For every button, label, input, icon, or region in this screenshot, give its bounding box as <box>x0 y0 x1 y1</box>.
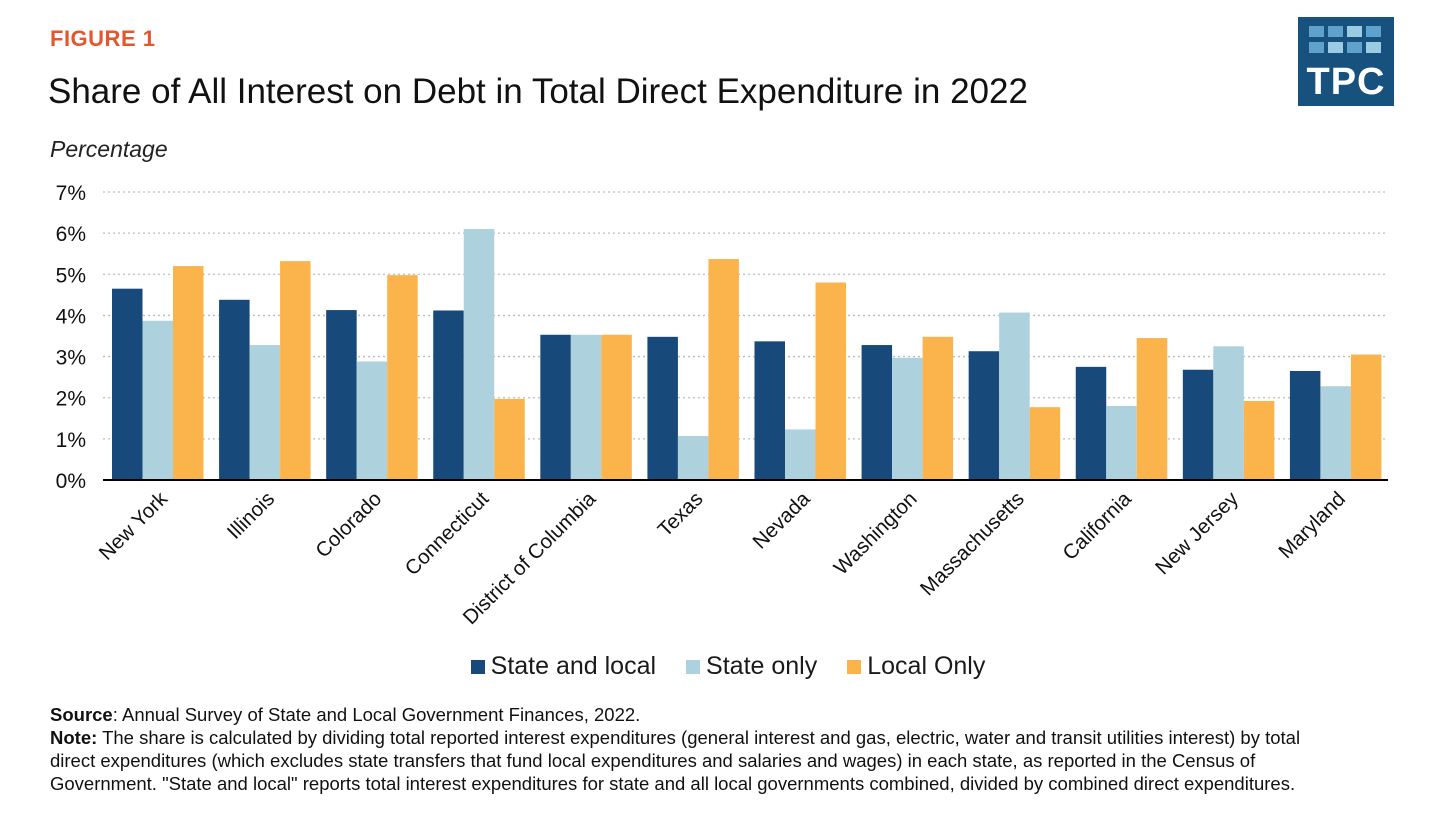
bar-state-only-new-jersey <box>1213 346 1244 480</box>
bar-local-only-massachusetts <box>1029 407 1061 480</box>
x-tick-label: Texas <box>653 487 707 541</box>
note-label: Note: <box>50 727 98 748</box>
legend-label-local-only: Local Only <box>867 652 986 680</box>
bar-local-only-new-york <box>173 266 204 480</box>
bar-local-only-new-jersey <box>1243 401 1275 480</box>
x-tick-label: Maryland <box>1274 487 1350 563</box>
bar-local-only-connecticut <box>494 398 525 480</box>
y-tick-label: 4% <box>56 305 86 328</box>
bar-state-only-district-of-columbia <box>570 334 602 480</box>
y-tick-label: 5% <box>56 264 86 287</box>
legend-item-local-only: Local Only <box>847 652 985 681</box>
bar-state-and-local-washington <box>861 345 893 480</box>
chart-title: Share of All Interest on Debt in Total D… <box>48 72 1028 111</box>
bar-state-and-local-new-york <box>112 288 143 480</box>
bar-state-and-local-colorado <box>326 310 357 480</box>
note-text: The share is calculated by dividing tota… <box>50 727 1301 794</box>
bar-local-only-texas <box>708 259 739 480</box>
tpc-logo: TPC <box>1298 17 1394 106</box>
bar-state-and-local-new-jersey <box>1182 369 1214 480</box>
bar-state-and-local-maryland <box>1289 370 1321 480</box>
bar-state-and-local-california <box>1075 366 1107 480</box>
bar-state-and-local-texas <box>647 336 678 480</box>
bar-state-only-texas <box>677 435 709 480</box>
y-tick-label: 7% <box>56 182 86 205</box>
bar-local-only-nevada <box>815 282 846 480</box>
y-tick-label: 1% <box>56 429 86 452</box>
x-tick-label: Nevada <box>748 487 815 554</box>
bar-state-and-local-connecticut <box>433 310 464 480</box>
x-tick-label: California <box>1058 487 1136 565</box>
bar-state-and-local-district-of-columbia <box>540 334 571 480</box>
figure-label: FIGURE 1 <box>50 26 156 51</box>
bar-state-only-washington <box>892 357 923 480</box>
bar-state-only-massachusetts <box>999 312 1030 480</box>
bar-state-only-connecticut <box>463 229 495 480</box>
bar-state-only-illinois <box>249 345 281 480</box>
bar-state-only-new-york <box>142 320 173 480</box>
y-tick-label: 6% <box>56 223 86 246</box>
x-tick-label: Illinois <box>223 487 280 544</box>
x-tick-label: New Jersey <box>1151 487 1244 580</box>
legend-swatch-state-and-local <box>470 659 485 674</box>
x-tick-label: Connecticut <box>401 487 494 580</box>
method-note: Note: The share is calculated by dividin… <box>50 726 1350 795</box>
source-label: Source <box>50 704 113 725</box>
source-note: Source: Annual Survey of State and Local… <box>50 703 1350 726</box>
legend: State and local State only Local Only <box>0 652 1456 681</box>
bar-state-only-california <box>1106 405 1137 480</box>
bar-state-and-local-massachusetts <box>968 351 1000 480</box>
legend-item-state-only: State only <box>686 652 817 681</box>
y-tick-label: 2% <box>56 388 86 411</box>
x-tick-label: Colorado <box>311 487 386 562</box>
legend-label-state-only: State only <box>706 652 818 680</box>
y-tick-label: 3% <box>56 347 86 370</box>
x-tick-label: Massachusetts <box>916 487 1029 600</box>
bar-state-only-maryland <box>1320 386 1351 480</box>
x-tick-label: New York <box>95 487 173 565</box>
footnotes: Source: Annual Survey of State and Local… <box>50 703 1350 795</box>
bar-state-only-nevada <box>785 429 816 480</box>
source-text: : Annual Survey of State and Local Gover… <box>112 704 641 725</box>
bar-local-only-illinois <box>280 261 311 480</box>
bar-local-only-colorado <box>387 275 418 480</box>
bar-local-only-california <box>1136 338 1168 480</box>
bar-local-only-washington <box>922 336 954 480</box>
legend-label-state-and-local: State and local <box>490 652 657 680</box>
logo-text: TPC <box>1306 61 1386 103</box>
y-axis-label: Percentage <box>50 136 168 162</box>
x-tick-label: Washington <box>829 487 921 579</box>
bar-local-only-district-of-columbia <box>601 334 632 480</box>
legend-swatch-local-only <box>847 659 862 674</box>
bar-local-only-maryland <box>1350 354 1382 480</box>
legend-item-state-and-local: State and local <box>470 652 657 681</box>
legend-swatch-state-only <box>686 659 701 674</box>
bar-state-and-local-nevada <box>754 341 785 480</box>
bar-state-only-colorado <box>356 361 388 480</box>
bar-chart: 0% 1% 2% 3% 4% 5% 6% 7% New York Illinois Colorado… <box>56 182 1388 629</box>
bar-state-and-local-illinois <box>219 299 250 480</box>
y-tick-label: 0% <box>56 470 86 493</box>
